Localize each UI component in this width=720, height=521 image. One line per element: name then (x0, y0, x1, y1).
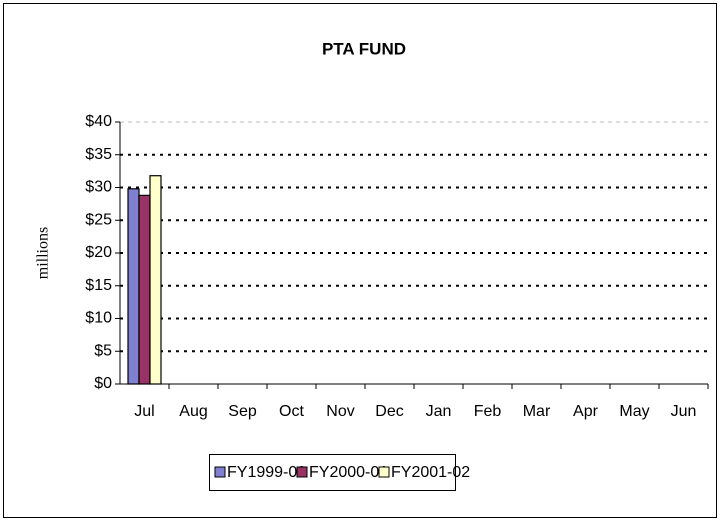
x-tick-label: Jan (426, 403, 452, 420)
x-tick-label: Oct (279, 403, 304, 420)
legend-swatch (378, 466, 390, 478)
x-tick-label: Mar (523, 403, 551, 420)
y-tick-label: $30 (85, 179, 112, 196)
bar (149, 175, 162, 385)
y-tick-label: $20 (85, 244, 112, 261)
x-tick-label: Jun (671, 403, 697, 420)
x-tick-label: Nov (326, 403, 354, 420)
y-tick-label: $10 (85, 310, 112, 327)
legend-swatch (296, 466, 308, 478)
bar (127, 188, 140, 385)
y-tick-label: $40 (85, 113, 112, 130)
legend-label: FY2001-02 (391, 464, 470, 481)
legend-label: FY1999-00 (227, 464, 306, 481)
y-tick-label: $5 (94, 342, 112, 359)
x-tick-label: Dec (375, 403, 403, 420)
legend-label: FY2000-01 (309, 464, 388, 481)
legend-box (209, 454, 456, 491)
chart-title: PTA FUND (322, 39, 406, 58)
x-tick-label: Jul (134, 403, 154, 420)
y-tick-label: $35 (85, 146, 112, 163)
x-tick-label: Apr (573, 403, 599, 420)
y-tick-label: $25 (85, 211, 112, 228)
x-tick-label: Aug (179, 403, 207, 420)
legend-swatch (214, 466, 226, 478)
x-tick-label: Feb (474, 403, 502, 420)
y-tick-label: $0 (94, 375, 112, 392)
y-tick-label: $15 (85, 277, 112, 294)
bar (138, 194, 151, 385)
x-tick-label: May (619, 403, 649, 420)
chart-border (3, 3, 717, 518)
x-tick-label: Sep (228, 403, 257, 420)
y-axis-label: millions (35, 227, 52, 279)
